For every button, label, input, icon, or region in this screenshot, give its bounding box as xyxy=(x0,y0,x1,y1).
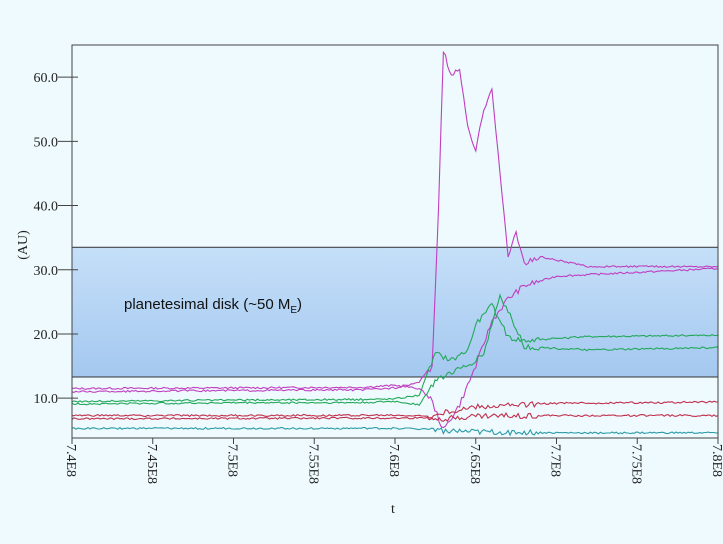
planetesimal-disk-label: planetesimal disk (~50 ME) xyxy=(124,296,302,316)
series-line xyxy=(72,400,718,421)
x-tick-label: 7.5E8 xyxy=(225,444,240,477)
series-line xyxy=(72,302,718,403)
series-line xyxy=(72,267,718,429)
series-line xyxy=(72,50,718,393)
x-tick-label: 7.45E8 xyxy=(144,444,159,484)
series-line xyxy=(72,293,718,407)
y-axis-label: (AU) xyxy=(16,230,31,260)
series-lines xyxy=(72,50,718,437)
series-line xyxy=(72,411,718,422)
y-tick-label: 10.0 xyxy=(34,392,59,407)
x-tick-label: 7.65E8 xyxy=(467,444,482,484)
x-tick-label: 7.8E8 xyxy=(709,444,723,477)
series-line xyxy=(72,426,718,437)
x-tick-label: 7.6E8 xyxy=(386,444,401,477)
planetesimal-disk-region xyxy=(71,246,719,378)
y-tick-label: 40.0 xyxy=(34,200,59,215)
y-tick-label: 50.0 xyxy=(34,135,59,150)
y-tick-label: 20.0 xyxy=(34,328,59,343)
disk-label-end: ) xyxy=(297,296,302,313)
disk-label-main: planetesimal disk (~50 M xyxy=(124,296,290,313)
y-tick-label: 30.0 xyxy=(34,264,59,279)
x-axis: 7.4E8 7.45E8 7.5E8 7.55E8 7.6E8 7.65E8 7.7E8 7.… xyxy=(63,438,723,484)
disk-label-subscript: E xyxy=(290,305,297,316)
y-tick-label: 60.0 xyxy=(34,71,59,86)
x-tick-label: 7.55E8 xyxy=(305,444,320,484)
x-tick-label: 7.4E8 xyxy=(63,444,78,477)
plot-background xyxy=(72,45,718,438)
x-axis-label: t xyxy=(391,502,395,517)
y-axis: 10.0 20.0 30.0 40.0 50.0 60.0 xyxy=(34,71,78,407)
x-tick-label: 7.7E8 xyxy=(548,444,563,477)
x-tick-label: 7.75E8 xyxy=(628,444,643,484)
